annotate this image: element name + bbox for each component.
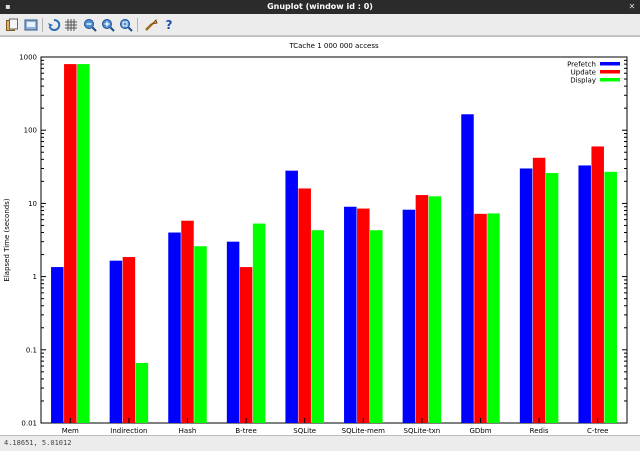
bar-prefetch-c-tree: [578, 165, 591, 424]
legend-label: Prefetch: [567, 61, 596, 69]
bar-display-redis: [545, 173, 559, 423]
x-tick-label: SQLite: [293, 427, 316, 435]
x-tick-label: SQLite-txn: [404, 427, 441, 435]
bar-prefetch-sqlite-txn: [402, 209, 416, 423]
bar-display-sqlite-mem: [370, 230, 383, 423]
bar-display-c-tree: [604, 171, 617, 423]
bar-update-indirection: [122, 257, 136, 423]
y-tick-label: 100: [24, 127, 37, 135]
zoom-next-icon[interactable]: [100, 17, 116, 33]
window-title: Gnuplot (window id : 0): [267, 2, 373, 11]
bar-update-sqlite-txn: [415, 195, 429, 423]
toolbar-separator: [42, 18, 43, 32]
bar-display-b-tree: [252, 223, 266, 423]
legend-swatch-update: [600, 70, 620, 74]
bar-update-b-tree: [239, 267, 253, 423]
autoscale-icon[interactable]: [118, 17, 134, 33]
bar-display-sqlite-txn: [428, 196, 442, 423]
bar-prefetch-redis: [519, 168, 533, 423]
y-tick-label: 0.01: [21, 420, 37, 428]
replot-icon[interactable]: [46, 17, 62, 33]
x-tick-label: SQLite-mem: [342, 427, 386, 435]
legend-label: Display: [570, 77, 596, 85]
window-menu-icon[interactable]: ▪: [5, 2, 11, 11]
bar-update-redis: [532, 157, 546, 424]
bar-prefetch-hash: [168, 232, 181, 423]
y-tick-label: 0.1: [26, 346, 37, 354]
bar-update-gdbm: [474, 213, 487, 423]
bar-update-mem: [64, 64, 77, 423]
y-tick-label: 10: [28, 200, 37, 208]
bar-update-sqlite: [298, 188, 311, 423]
plot-border: [40, 56, 628, 424]
x-tick-label: Hash: [179, 427, 197, 435]
x-tick-label: Mem: [62, 427, 79, 435]
x-tick-label: B-tree: [235, 427, 256, 435]
close-icon[interactable]: ✕: [628, 2, 636, 11]
x-tick-label: Redis: [530, 427, 549, 435]
help-icon[interactable]: ?: [165, 18, 173, 32]
legend-swatch-display: [600, 78, 620, 82]
y-axis-label: Elapsed Time (seconds): [3, 198, 11, 281]
bar-prefetch-b-tree: [226, 241, 240, 423]
chart-title: TCache 1 000 000 access: [288, 42, 379, 50]
bar-prefetch-sqlite: [285, 170, 298, 423]
bar-display-gdbm: [487, 213, 500, 423]
bar-chart: TCache 1 000 000 access Elapsed Time (sec…: [3, 42, 628, 435]
zoom-previous-icon[interactable]: [82, 17, 98, 33]
bar-update-hash: [181, 220, 194, 423]
bar-prefetch-mem: [51, 267, 64, 423]
settings-icon[interactable]: [143, 17, 159, 33]
bar-display-mem: [77, 64, 90, 423]
x-tick-label: Indirection: [110, 427, 147, 435]
print-icon[interactable]: [23, 17, 39, 33]
grid-icon[interactable]: [63, 17, 79, 33]
bar-prefetch-sqlite-mem: [344, 206, 357, 423]
bar-update-c-tree: [591, 146, 604, 423]
legend-label: Update: [571, 69, 596, 77]
x-tick-label: C-tree: [587, 427, 609, 435]
plot-area[interactable]: TCache 1 000 000 access Elapsed Time (sec…: [0, 36, 640, 436]
bar-display-sqlite: [311, 230, 324, 423]
bar-prefetch-gdbm: [461, 114, 474, 423]
bar-display-hash: [194, 246, 207, 423]
toolbar: ?: [0, 14, 640, 36]
toolbar-separator: [137, 18, 138, 32]
copy-to-clipboard-icon[interactable]: [4, 17, 20, 33]
y-tick-label: 1: [33, 273, 37, 281]
status-bar: 4.18651, 5.01012: [0, 436, 640, 451]
legend-swatch-prefetch: [600, 62, 620, 66]
bar-display-indirection: [135, 363, 149, 423]
x-tick-label: GDbm: [469, 427, 491, 435]
cursor-coordinates: 4.18651, 5.01012: [4, 439, 72, 447]
bar-update-sqlite-mem: [357, 208, 370, 423]
y-tick-label: 1000: [19, 54, 37, 62]
bar-prefetch-indirection: [109, 260, 123, 423]
window-titlebar: ▪ Gnuplot (window id : 0) ✕: [0, 0, 640, 14]
